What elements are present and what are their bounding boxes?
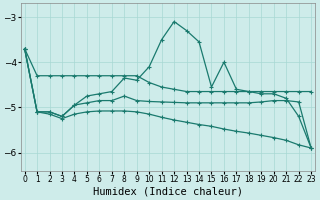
X-axis label: Humidex (Indice chaleur): Humidex (Indice chaleur) <box>93 187 243 197</box>
